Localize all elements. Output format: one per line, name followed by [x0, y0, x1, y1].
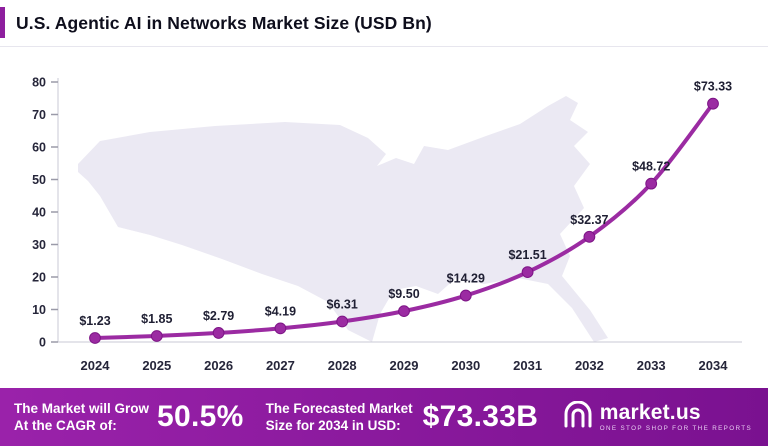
- y-tick-label: 20: [32, 271, 46, 285]
- x-tick-label: 2031: [513, 358, 542, 373]
- y-tick-label: 50: [32, 173, 46, 187]
- x-tick-label: 2027: [266, 358, 295, 373]
- x-tick-label: 2028: [328, 358, 357, 373]
- chart-area: 0 10 20 30 40 50 60 70 80 2024 2025 2026 2027 2028 202…: [0, 46, 768, 380]
- data-point: [336, 315, 349, 328]
- data-point: [150, 330, 163, 342]
- us-map-silhouette: [78, 96, 608, 342]
- trend-line: [93, 101, 715, 341]
- x-tick-label: 2024: [81, 358, 111, 373]
- logo-name: market.us: [599, 400, 701, 424]
- data-point-label: $73.33: [694, 80, 732, 94]
- market-us-logo-icon: [563, 400, 593, 434]
- data-point: [521, 266, 534, 278]
- y-tick-label: 40: [32, 206, 46, 220]
- title-accent-bar: [0, 7, 5, 38]
- x-tick-label: 2032: [575, 358, 604, 373]
- forecast-label: The Forecasted Market Size for 2034 in U…: [266, 400, 413, 435]
- y-tick-label: 30: [32, 238, 46, 252]
- x-tick-label: 2030: [451, 358, 480, 373]
- data-point: [707, 97, 719, 110]
- cagr-label-line2: At the CAGR of:: [14, 418, 117, 433]
- x-tick-label: 2034: [699, 358, 729, 373]
- cagr-label-line1: The Market will Grow: [14, 400, 150, 416]
- data-point: [583, 230, 596, 243]
- logo-tagline: ONE STOP SHOP FOR THE REPORTS: [599, 424, 752, 432]
- data-point-label: $4.19: [265, 304, 296, 318]
- forecast-value: $73.33B: [422, 400, 539, 433]
- data-point-label: $14.29: [447, 272, 485, 286]
- data-point-label: $21.51: [508, 248, 546, 262]
- data-point-label: $48.72: [632, 160, 670, 174]
- y-tick-label: 60: [32, 141, 46, 155]
- data-point-label: $1.85: [141, 312, 172, 326]
- y-tick-label: 10: [32, 303, 46, 317]
- header: U.S. Agentic AI in Networks Market Size …: [0, 0, 768, 47]
- forecast-label-line1: The Forecasted Market: [265, 400, 413, 416]
- cagr-value: 50.5%: [157, 400, 244, 433]
- y-tick-label: 80: [32, 76, 46, 90]
- data-point: [89, 332, 101, 344]
- data-point-label: $9.50: [388, 287, 419, 301]
- footer-banner: The Market will Grow At the CAGR of: 50.…: [0, 388, 768, 446]
- data-point: [274, 322, 287, 335]
- data-point-label: $32.37: [570, 213, 608, 227]
- logo-text-block: market.us ONE STOP SHOP FOR THE REPORTS: [600, 402, 752, 432]
- cagr-label: The Market will Grow At the CAGR of:: [14, 400, 149, 435]
- data-point-label: $2.79: [203, 309, 234, 323]
- data-point: [398, 305, 410, 318]
- y-tick-label: 70: [32, 108, 46, 122]
- data-point-label: $1.23: [79, 314, 110, 328]
- x-tick-label: 2025: [142, 358, 171, 373]
- data-point: [645, 177, 658, 190]
- data-point: [212, 327, 225, 339]
- data-point-label: $6.31: [327, 297, 358, 311]
- data-point: [459, 289, 472, 302]
- x-tick-label: 2033: [637, 358, 666, 373]
- forecast-label-line2: Size for 2034 in USD:: [265, 418, 401, 433]
- y-tick-label: 0: [39, 336, 46, 350]
- market-us-logo: market.us ONE STOP SHOP FOR THE REPORTS: [563, 400, 754, 434]
- x-tick-label: 2029: [390, 358, 419, 373]
- chart-title: U.S. Agentic AI in Networks Market Size …: [16, 12, 432, 33]
- x-tick-label: 2026: [204, 358, 233, 373]
